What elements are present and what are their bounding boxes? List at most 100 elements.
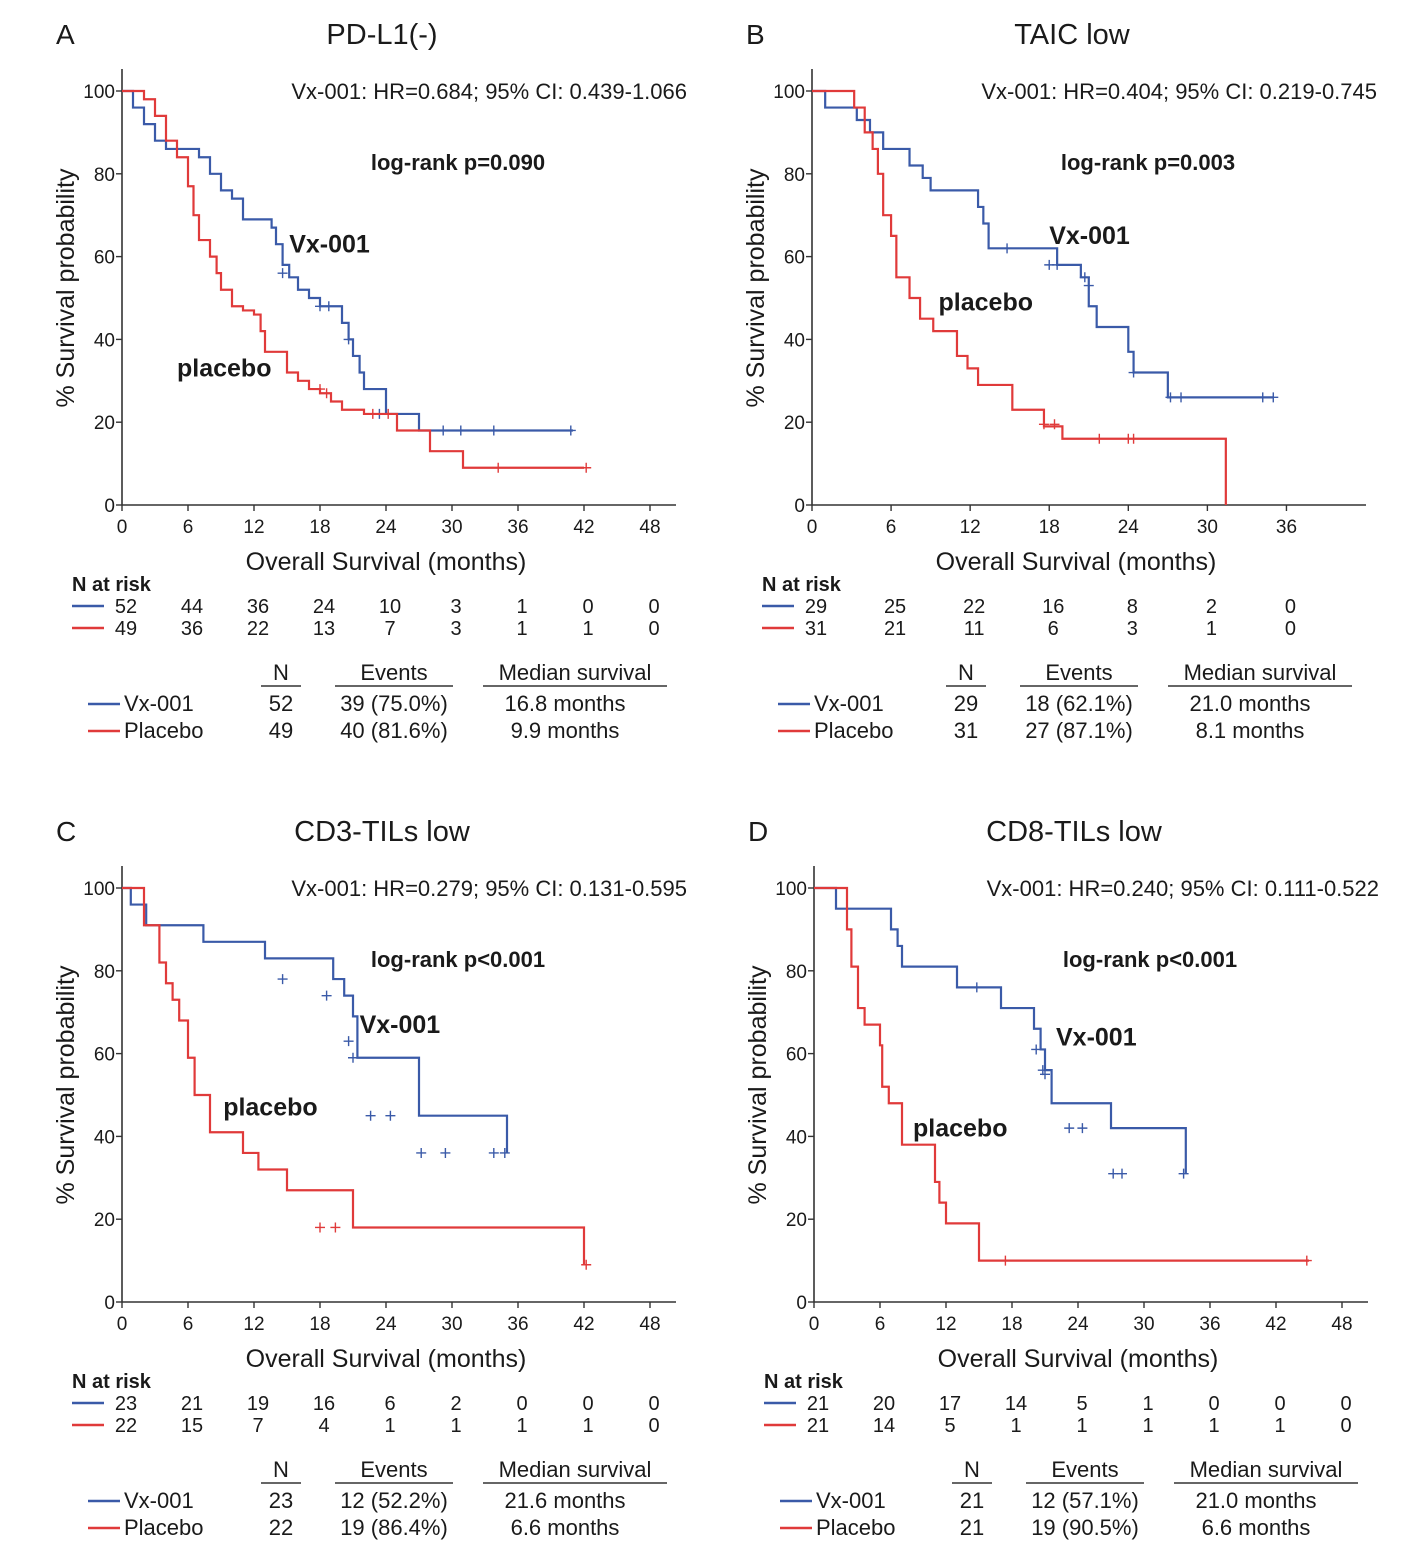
summary-median: 6.6 months [1202,1515,1311,1540]
risk-count-placebo: 1 [1076,1415,1087,1437]
censor-mark [1108,1168,1119,1179]
x-tick-label: 0 [117,1314,128,1335]
y-tick-label: 100 [773,82,805,103]
summary-events: 27 (87.1%) [1025,718,1133,743]
censor-mark [321,388,332,399]
censor-mark [1301,1255,1312,1266]
risk-count-vx001: 16 [1042,596,1064,618]
risk-count-placebo: 5 [944,1415,955,1437]
censor-mark [1268,392,1279,403]
summary-median: 6.6 months [511,1515,620,1540]
x-tick-label: 24 [375,517,397,538]
y-tick-label: 40 [94,330,115,351]
x-tick-label: 42 [573,1314,594,1335]
censor-mark [1117,1168,1127,1179]
x-tick-label: 18 [309,517,330,538]
curve-vx001 [814,886,1187,1174]
summary-median: 21.0 months [1189,691,1310,716]
curve-label-placebo: placebo [223,1094,317,1122]
censor-mark [315,301,325,312]
risk-count-placebo: 1 [1142,1415,1153,1437]
summary-median: 9.9 months [511,718,620,743]
risk-count-vx001: 22 [963,596,985,618]
risk-count-placebo: 0 [1340,1415,1351,1437]
summary-median: 8.1 months [1196,718,1305,743]
risk-count-placebo: 1 [516,1415,527,1437]
x-axis-title: Overall Survival (months) [246,1345,527,1373]
y-axis-title: % Survival probability [744,965,772,1204]
censor-mark [440,1147,451,1158]
y-tick-label: 20 [94,1210,115,1231]
summary-group-name: Vx-001 [816,1488,886,1513]
y-tick-label: 100 [775,879,807,900]
risk-count-placebo: 0 [648,618,659,640]
summary-n: 52 [269,691,293,716]
summary-events: 39 (75.0%) [340,691,448,716]
summary-header: N [958,660,974,685]
censor-mark [1064,1123,1075,1134]
risk-count-placebo: 1 [516,618,527,640]
x-tick-label: 12 [243,1314,264,1335]
hazard-ratio-text: Vx-001: HR=0.684; 95% CI: 0.439-1.066 [291,79,687,104]
panel-title: CD3-TILs low [294,816,471,848]
risk-count-placebo: 3 [1127,618,1138,640]
y-tick-label: 0 [794,496,805,517]
x-tick-label: 42 [573,517,594,538]
curve-label-placebo: placebo [939,288,1033,316]
risk-count-placebo: 7 [384,618,395,640]
censor-mark [1257,392,1268,403]
risk-count-vx001: 10 [379,596,401,618]
x-tick-label: 18 [1039,517,1060,538]
y-tick-label: 100 [83,82,115,103]
censor-mark [321,990,332,1001]
y-tick-label: 80 [94,165,115,186]
summary-n: 29 [954,691,978,716]
x-tick-label: 24 [1118,517,1140,538]
summary-group-name: Placebo [814,718,894,743]
risk-count-placebo: 1 [1208,1415,1219,1437]
risk-table-title: N at risk [72,574,152,596]
x-tick-label: 18 [309,1314,330,1335]
curve-label-vx001: Vx-001 [289,230,370,258]
summary-header: Events [360,660,427,685]
risk-count-placebo: 0 [648,1415,659,1437]
censor-mark [455,425,466,436]
summary-events: 19 (90.5%) [1031,1515,1139,1540]
summary-header: Median survival [499,1457,652,1482]
y-tick-label: 20 [786,1210,807,1231]
risk-count-vx001: 29 [805,596,827,618]
panel-letter: B [746,19,765,50]
x-axis-title: Overall Survival (months) [936,548,1217,576]
risk-count-vx001: 5 [1076,1393,1087,1415]
risk-count-vx001: 23 [115,1393,137,1415]
risk-count-vx001: 25 [884,596,906,618]
curve-placebo [122,89,584,469]
risk-count-placebo: 0 [1285,618,1296,640]
summary-header: Median survival [499,660,652,685]
risk-table-title: N at risk [762,574,842,596]
panel-letter: D [748,816,768,847]
summary-header: N [273,1457,289,1482]
censor-mark [348,1052,358,1063]
curve-label-vx001: Vx-001 [1049,222,1130,250]
summary-events: 12 (52.2%) [340,1488,448,1513]
log-rank-text: log-rank p<0.001 [371,947,545,972]
y-tick-label: 0 [104,1293,115,1314]
log-rank-text: log-rank p<0.001 [1063,947,1237,972]
x-tick-label: 0 [807,517,818,538]
curve-label-vx001: Vx-001 [1056,1023,1137,1051]
risk-table-title: N at risk [764,1371,844,1393]
risk-count-placebo: 11 [964,618,985,640]
y-axis-title: % Survival probability [52,965,80,1204]
summary-n: 22 [269,1515,293,1540]
summary-header: Median survival [1184,660,1337,685]
risk-count-vx001: 52 [115,596,137,618]
risk-count-placebo: 49 [115,618,137,640]
risk-count-vx001: 14 [1005,1393,1027,1415]
y-axis-title: % Survival probability [52,168,80,407]
risk-count-vx001: 36 [247,596,269,618]
x-tick-label: 48 [639,517,660,538]
